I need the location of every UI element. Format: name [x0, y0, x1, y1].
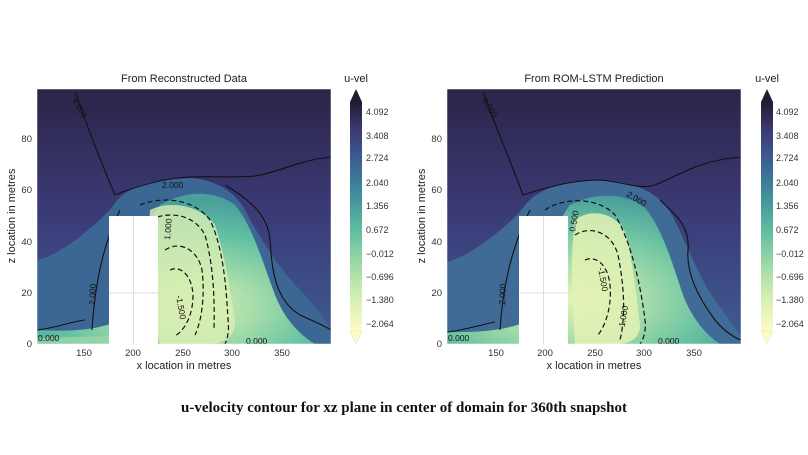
left-y-ticks: 0 20 40 60 80	[21, 134, 32, 350]
colorbar-label: u-vel	[755, 73, 779, 85]
figure-caption: u-velocity contour for xz plane in cente…	[181, 400, 627, 416]
y-tick: 0	[437, 339, 442, 350]
colorbar-tick: 2.724	[776, 153, 799, 163]
contour-label: 1.000	[162, 218, 174, 240]
x-tick: 250	[175, 348, 191, 359]
colorbar-tick: −2.064	[366, 319, 394, 329]
x-tick: 350	[686, 348, 702, 359]
x-tick: 200	[125, 348, 141, 359]
right-heatmap	[447, 89, 741, 344]
colorbar-tick: 1.356	[366, 201, 389, 211]
colorbar-tick: −0.696	[366, 272, 394, 282]
colorbar-tick: 0.672	[776, 225, 799, 235]
colorbar-tick: −1.380	[776, 295, 804, 305]
left-title: From Reconstructed Data	[121, 73, 248, 85]
contour-label: 0.000	[38, 333, 60, 343]
colorbar-tick: 3.408	[366, 131, 389, 141]
x-tick: 250	[587, 348, 603, 359]
y-tick: 60	[21, 185, 32, 196]
left-x-ticks: 150 200 250 300 350	[76, 348, 290, 359]
right-xlabel: x location in metres	[547, 360, 642, 372]
contour-label: 0.000	[448, 333, 470, 343]
y-tick: 20	[431, 288, 442, 299]
y-tick: 60	[431, 185, 442, 196]
contour-label: 0.000	[658, 336, 680, 346]
contour-label: 0.000	[246, 336, 268, 346]
left-contour-labels: 4.000 2.000 2.000 1.000 -1.500 0.000 0.0…	[38, 96, 268, 346]
colorbar-tick: 0.672	[366, 225, 389, 235]
contour-label: -1.000	[616, 305, 630, 331]
right-x-ticks: 150 200 250 300 350	[488, 348, 702, 359]
y-tick: 40	[431, 237, 442, 248]
colorbar-tick: 2.724	[366, 153, 389, 163]
y-tick: 40	[21, 237, 32, 248]
colorbar-tick: −1.380	[366, 295, 394, 305]
left-xlabel: x location in metres	[137, 360, 232, 372]
contour-label: -1.500	[174, 295, 188, 321]
y-tick: 0	[27, 339, 32, 350]
contour-label: 0.500	[567, 209, 581, 232]
colorbar-tick: 3.408	[776, 131, 799, 141]
y-tick: 20	[21, 288, 32, 299]
colorbar-tick: 4.092	[776, 107, 799, 117]
colorbar-tick: 2.040	[776, 178, 799, 188]
x-tick: 300	[636, 348, 652, 359]
x-tick: 150	[488, 348, 504, 359]
right-title: From ROM-LSTM Prediction	[524, 73, 663, 85]
colorbar-tick: −0.012	[366, 249, 394, 259]
left-colorbar: u-vel 4.092 3.408 2.724 2.040 1.356 0.67…	[344, 73, 394, 345]
x-tick: 350	[274, 348, 290, 359]
left-ylabel: z location in metres	[6, 168, 18, 263]
y-tick: 80	[431, 134, 442, 145]
left-heatmap	[37, 89, 331, 344]
colorbar-tick: 1.356	[776, 201, 799, 211]
colorbar-tick: −0.012	[776, 249, 804, 259]
y-tick: 80	[21, 134, 32, 145]
right-panel: From ROM-LSTM Prediction 4.000 2.000 2.0…	[416, 73, 804, 372]
x-tick: 150	[76, 348, 92, 359]
colorbar-tick: 2.040	[366, 178, 389, 188]
right-y-ticks: 0 20 40 60 80	[431, 134, 442, 350]
right-ylabel: z location in metres	[416, 168, 428, 263]
colorbar-tick: 4.092	[366, 107, 389, 117]
x-tick: 300	[224, 348, 240, 359]
x-tick: 200	[537, 348, 553, 359]
contour-label: -1.500	[596, 267, 610, 293]
colorbar-tick: −0.696	[776, 272, 804, 282]
contour-label: 2.000	[497, 283, 508, 305]
contour-label: 2.000	[162, 180, 184, 190]
contour-label: 2.000	[87, 283, 98, 305]
colorbar-tick: −2.064	[776, 319, 804, 329]
left-panel: From Reconstructed Data 4.000 2.000	[6, 73, 394, 372]
right-colorbar: u-vel 4.092 3.408 2.724 2.040 1.356 0.67…	[755, 73, 804, 345]
colorbar-label: u-vel	[344, 73, 368, 85]
